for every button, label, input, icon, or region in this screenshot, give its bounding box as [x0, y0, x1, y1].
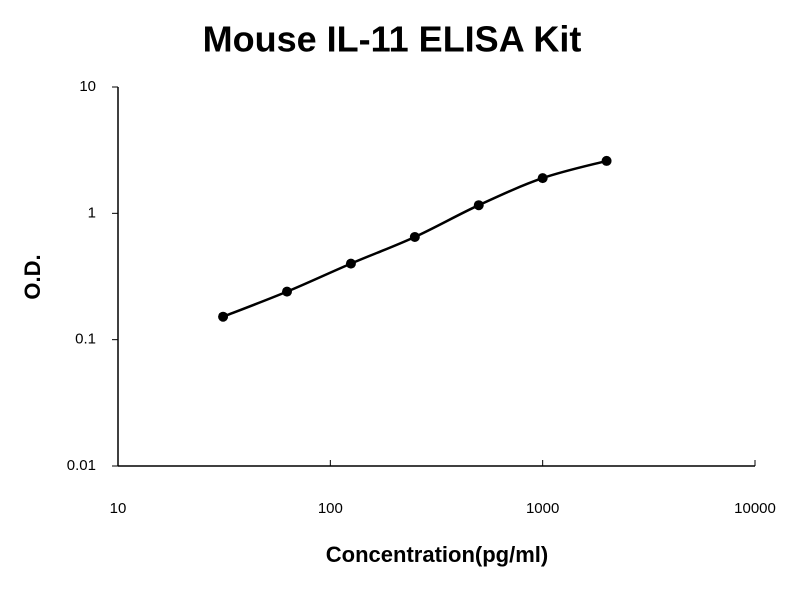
data-point: [473, 200, 484, 211]
data-point: [601, 155, 612, 166]
data-point: [345, 258, 356, 269]
data-point: [281, 286, 292, 297]
y-tick-label: 10: [79, 78, 96, 95]
x-axis-label: Concentration(pg/ml): [326, 542, 548, 567]
y-axis-label: O.D.: [20, 254, 45, 299]
chart-title: Mouse IL-11 ELISA Kit: [203, 19, 582, 60]
data-point: [537, 173, 548, 184]
x-tick-label: 1000: [526, 500, 559, 517]
y-tick-label: 0.01: [67, 457, 96, 474]
data-point: [409, 231, 420, 242]
x-tick-label: 100: [318, 500, 343, 517]
x-tick-label: 10000: [734, 500, 776, 517]
y-tick-label: 0.1: [75, 331, 96, 348]
x-tick-label: 10: [110, 500, 127, 517]
y-tick-label: 1: [88, 204, 96, 221]
data-point: [218, 311, 229, 322]
